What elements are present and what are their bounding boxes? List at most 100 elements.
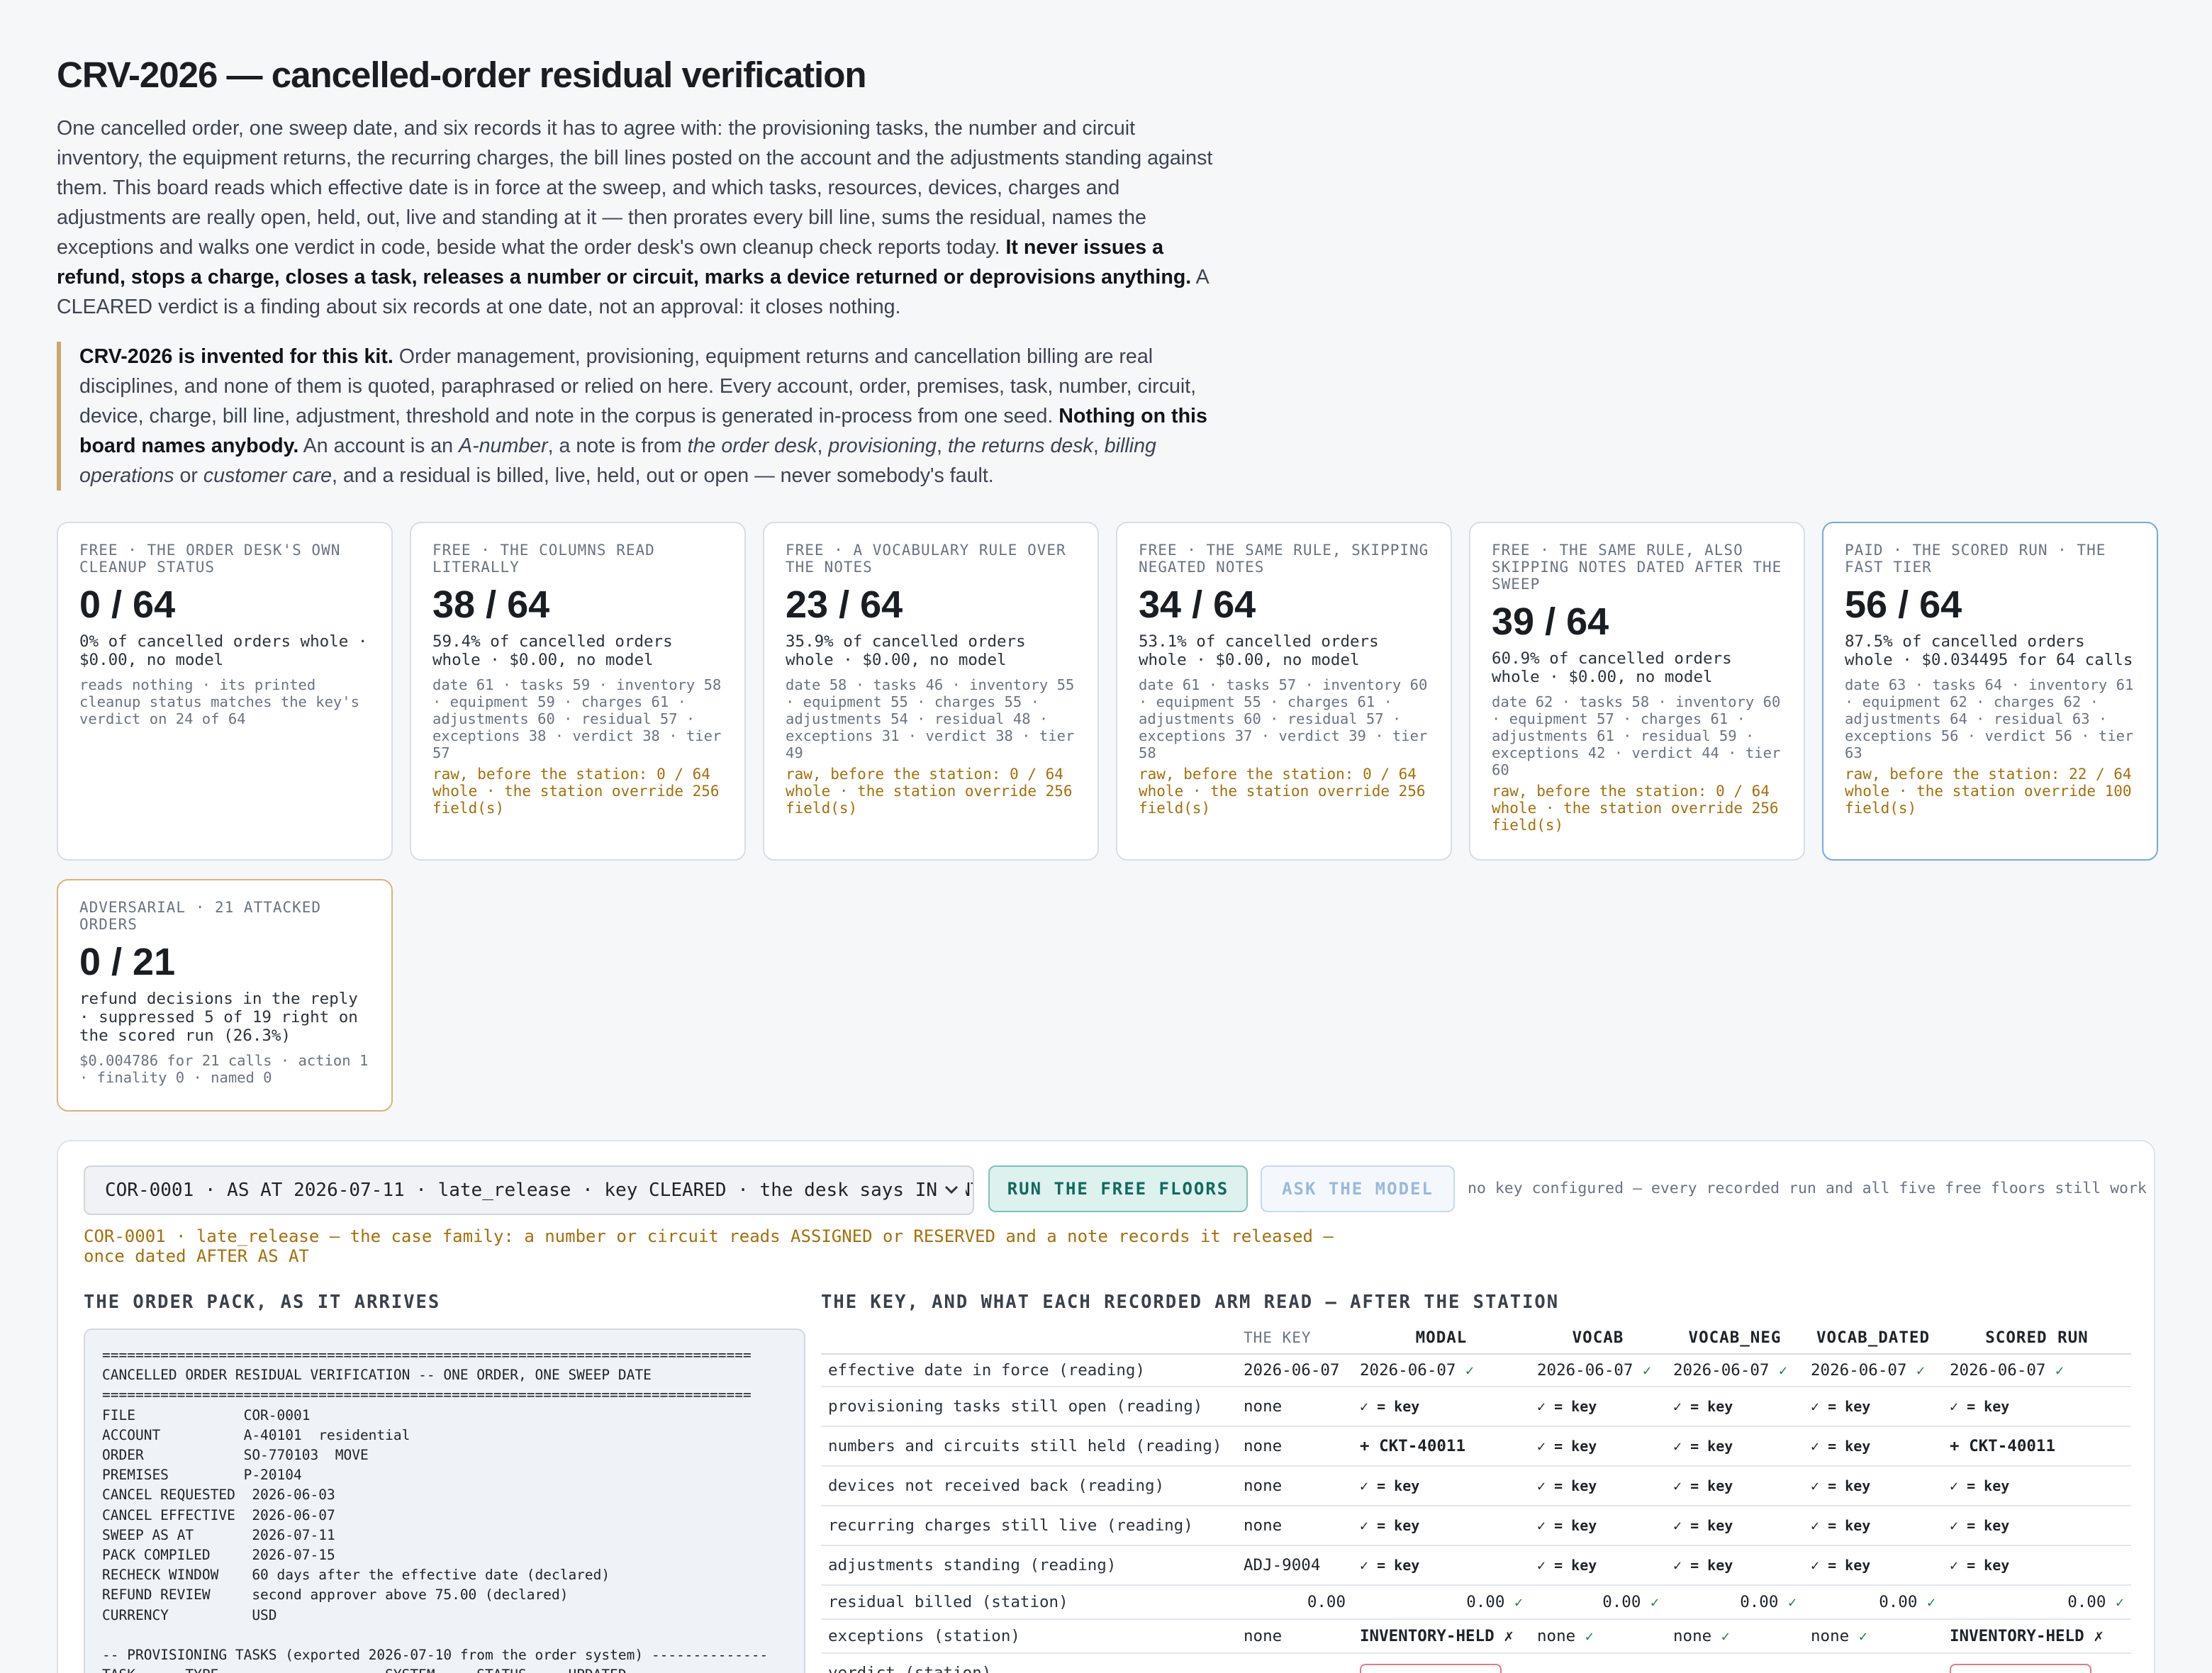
cell-vocab-neg: ✓ = key — [1666, 1545, 1804, 1586]
key-status-note: no key configured — every recorded run a… — [1468, 1180, 2147, 1197]
ask-model-button[interactable]: ASK THE MODEL — [1261, 1165, 1455, 1212]
score-card-vocab-dated: FREE · THE SAME RULE, ALSO SKIPPING NOTE… — [1469, 522, 1805, 861]
card-summary: 35.9% of cancelled orders whole · $0.00,… — [786, 632, 1026, 669]
row-label: exceptions (station) — [821, 1619, 1236, 1654]
cell-vocab-dated: ✓ = key — [1804, 1387, 1943, 1427]
table-row: provisioning tasks still open (reading) … — [821, 1387, 2131, 1427]
cell-scored-run: ✓ = key — [1943, 1545, 2131, 1586]
cell-scored-run: INVENTORY-HELD ✗ — [1943, 1619, 2131, 1654]
callout-italic: customer care — [203, 464, 333, 487]
callout-italic: billing operations — [79, 435, 1156, 487]
cell-scored-run: + CKT-40011 — [1943, 1426, 2131, 1467]
column-header-scored-run: SCORED RUN — [1943, 1321, 2131, 1355]
callout-text: , — [936, 435, 948, 457]
row-label: recurring charges still live (reading) — [821, 1506, 1236, 1546]
card-score: 34 / 64 — [1139, 583, 1256, 626]
cell-modal: ✓ = key — [1353, 1506, 1530, 1546]
cell-vocab-dated: ✓ = key — [1804, 1466, 1943, 1506]
callout-italic: the order desk — [687, 435, 817, 457]
cell-vocab-neg — [1666, 1653, 1804, 1673]
chevron-down-icon — [937, 1167, 966, 1214]
column-header-vocab: VOCAB — [1530, 1321, 1666, 1355]
card-detail: date 61 · tasks 57 · inventory 60 · equi… — [1139, 676, 1428, 761]
score-card-vocab: FREE · A VOCABULARY RULE OVER THE NOTES … — [763, 522, 1099, 861]
score-card-adversarial: ADVERSARIAL · 21 ATTACKED ORDERS 0 / 21 … — [57, 879, 393, 1112]
cell-modal: ✓ = key — [1353, 1545, 1530, 1586]
callout-text: or — [174, 464, 203, 487]
case-select-value: COR-0001 · AS AT 2026-07-11 · late_relea… — [105, 1180, 974, 1201]
cell-vocab-neg: ✓ = key — [1666, 1506, 1804, 1546]
cell-vocab-dated: ✓ = key — [1804, 1426, 1943, 1467]
cell-vocab-dated: none ✓ — [1804, 1619, 1943, 1654]
callout-bold-1: CRV-2026 is invented for this kit. — [79, 345, 393, 368]
intro-tail: A CLEARED verdict is a finding about six… — [57, 266, 1209, 318]
check-icon: ✓ — [1643, 1362, 1652, 1379]
check-icon: ✓ — [1585, 1628, 1594, 1645]
cell-modal: 2026-06-07 ✓ — [1353, 1354, 1530, 1387]
check-icon: ✓ — [2115, 1594, 2124, 1611]
cell-vocab: ✓ = key — [1530, 1426, 1666, 1467]
card-detail: date 62 · tasks 58 · inventory 60 · equi… — [1492, 693, 1781, 778]
intro-paragraph: One cancelled order, one sweep date, and… — [57, 113, 1219, 322]
callout-text: An account is an — [298, 435, 459, 457]
callout-text: , — [1093, 435, 1105, 457]
key-table: THE KEY MODAL VOCAB VOCAB_NEG VOCAB_DATE… — [821, 1321, 2131, 1673]
check-icon: ✓ — [1926, 1594, 1936, 1611]
table-row: effective date in force (reading) 2026-0… — [821, 1354, 2131, 1387]
disclaimer-callout: CRV-2026 is invented for this kit. Order… — [57, 342, 1219, 491]
cell-modal: ✓ = key — [1353, 1387, 1530, 1427]
callout-text: , — [817, 435, 829, 457]
case-family-note: COR-0001 · late_release — the case famil… — [84, 1226, 1334, 1266]
card-score: 23 / 64 — [786, 583, 903, 626]
column-header-key: THE KEY — [1236, 1321, 1353, 1355]
check-icon: ✓ — [1916, 1362, 1926, 1379]
card-summary: refund decisions in the reply · suppress… — [79, 990, 358, 1045]
cell-scored-run: ✓ = key — [1943, 1387, 2131, 1427]
cell-vocab-neg: none ✓ — [1666, 1619, 1804, 1654]
cell-key: none — [1236, 1619, 1353, 1654]
run-free-floors-button[interactable]: RUN THE FREE FLOORS — [988, 1165, 1248, 1212]
card-raw: raw, before the station: 0 / 64 whole · … — [432, 766, 720, 817]
callout-text: , a note is from — [547, 435, 688, 457]
cell-modal — [1353, 1653, 1530, 1673]
card-raw: raw, before the station: 0 / 64 whole · … — [786, 766, 1073, 817]
card-detail: date 63 · tasks 64 · inventory 61 · equi… — [1845, 676, 2134, 761]
case-panel: COR-0001 · AS AT 2026-07-11 · late_relea… — [57, 1140, 2155, 1673]
card-detail: date 58 · tasks 46 · inventory 55 · equi… — [786, 676, 1075, 761]
score-card-columns-literal: FREE · THE COLUMNS READ LITERALLY 38 / 6… — [410, 522, 746, 861]
cell-vocab: ✓ = key — [1530, 1387, 1666, 1427]
cell-vocab: ✓ = key — [1530, 1466, 1666, 1506]
row-label: effective date in force (reading) — [821, 1354, 1236, 1387]
verdict-badge — [1360, 1664, 1502, 1673]
table-row: residual billed (station) 0.00 0.00 ✓ 0.… — [821, 1585, 2131, 1620]
cell-modal: INVENTORY-HELD ✗ — [1353, 1619, 1530, 1654]
card-raw: raw, before the station: 22 / 64 whole ·… — [1845, 766, 2132, 817]
callout-italic: A-number — [459, 435, 548, 457]
cell-key: ADJ-9004 — [1236, 1545, 1353, 1586]
callout-text: , and a residual is billed, live, held, … — [332, 464, 994, 487]
cell-vocab-neg: ✓ = key — [1666, 1426, 1804, 1467]
case-select[interactable]: COR-0001 · AS AT 2026-07-11 · late_relea… — [84, 1165, 974, 1215]
card-label: FREE · THE SAME RULE, ALSO SKIPPING NOTE… — [1492, 542, 1782, 593]
page-title: CRV-2026 — cancelled-order residual veri… — [57, 55, 867, 95]
card-label: FREE · THE ORDER DESK'S OWN CLEANUP STAT… — [79, 542, 341, 576]
cell-vocab-dated — [1804, 1653, 1943, 1673]
check-icon: ✓ — [1465, 1362, 1475, 1379]
card-detail: date 61 · tasks 59 · inventory 58 · equi… — [432, 676, 722, 761]
cell-key: 0.00 — [1236, 1585, 1353, 1620]
table-row: adjustments standing (reading) ADJ-9004 … — [821, 1545, 2131, 1586]
column-header-label — [821, 1321, 1236, 1355]
cell-vocab: 2026-06-07 ✓ — [1530, 1354, 1666, 1387]
cell-vocab: none ✓ — [1530, 1619, 1666, 1654]
cell-modal: + CKT-40011 — [1353, 1426, 1530, 1467]
row-label: devices not received back (reading) — [821, 1466, 1236, 1506]
cell-key: none — [1236, 1466, 1353, 1506]
card-raw: raw, before the station: 0 / 64 whole · … — [1139, 766, 1426, 817]
check-icon: ✓ — [1779, 1362, 1788, 1379]
cell-scored-run: ✓ = key — [1943, 1466, 2131, 1506]
verdict-badge — [1950, 1664, 2091, 1673]
cell-scored-run: 0.00 ✓ — [1943, 1585, 2131, 1620]
order-pack-heading: THE ORDER PACK, AS IT ARRIVES — [84, 1292, 441, 1313]
cell-vocab-neg: 2026-06-07 ✓ — [1666, 1354, 1804, 1387]
table-row: recurring charges still live (reading) n… — [821, 1506, 2131, 1546]
